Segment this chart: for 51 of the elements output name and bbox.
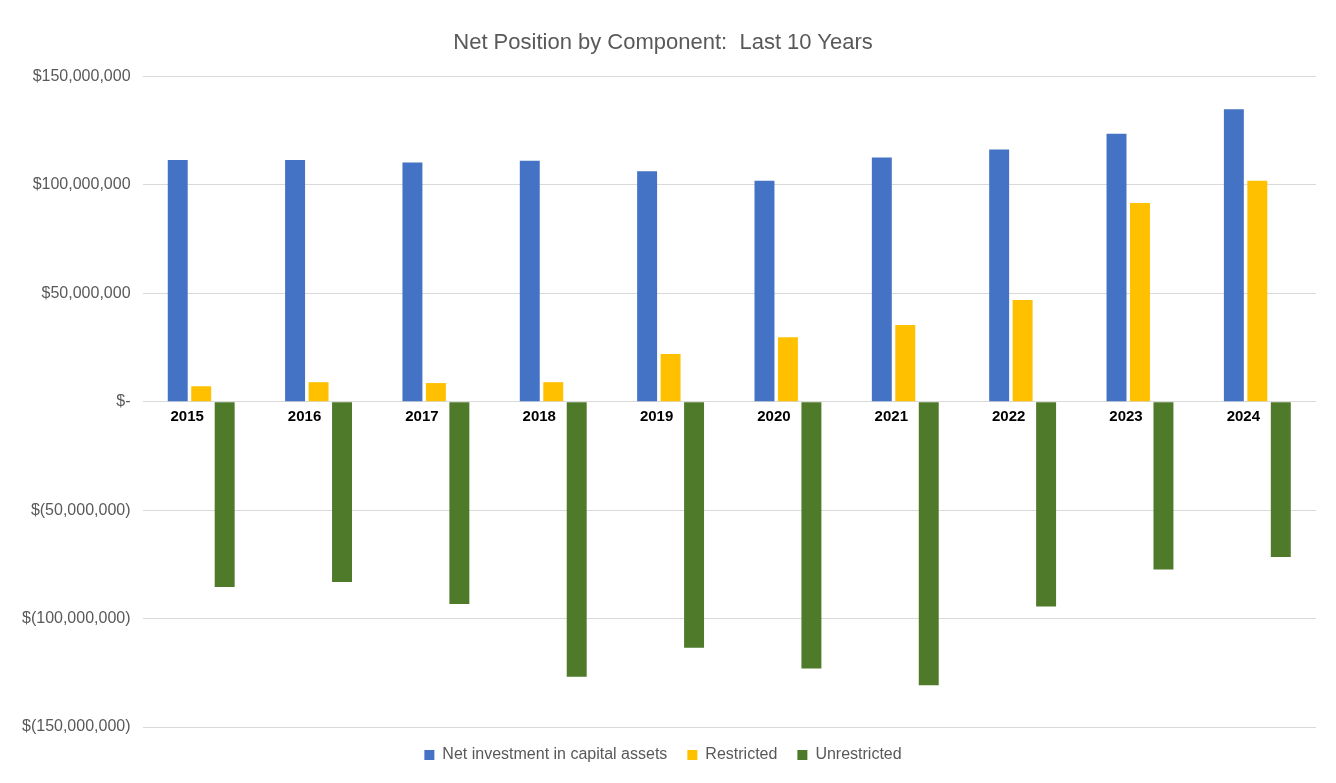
- x-tick-label: 2016: [287, 406, 322, 424]
- bar: [1247, 180, 1268, 402]
- y-tick-label: $50,000,000: [41, 283, 131, 301]
- bar: [566, 402, 587, 677]
- x-tick-label: 2024: [1226, 406, 1261, 424]
- bar: [1036, 402, 1057, 607]
- x-tick-label: 2023: [1109, 406, 1143, 424]
- bar: [1130, 203, 1150, 402]
- bar: [660, 353, 681, 402]
- y-tick-label: $100,000,000: [32, 175, 131, 193]
- x-tick-label: 2019: [639, 406, 674, 424]
- bar: [637, 171, 658, 402]
- bar: [801, 402, 822, 669]
- bar: [308, 382, 329, 402]
- bar: [1012, 299, 1033, 402]
- bar: [543, 382, 564, 402]
- bar: [519, 160, 540, 402]
- legend-label: Unrestricted: [815, 745, 902, 763]
- x-tick-label: 2018: [522, 406, 556, 424]
- bar: [777, 337, 798, 402]
- bar: [167, 159, 188, 402]
- bar: [449, 402, 470, 605]
- x-tick-label: 2020: [757, 406, 791, 424]
- bar: [191, 386, 212, 402]
- x-tick-label: 2021: [874, 406, 908, 424]
- bar: [895, 324, 916, 402]
- bar: [332, 402, 352, 582]
- bar: [918, 402, 939, 686]
- bar: [1153, 402, 1174, 570]
- bar: [1270, 402, 1291, 557]
- bar: [754, 180, 775, 402]
- bar: [684, 402, 705, 648]
- bar: [214, 402, 235, 587]
- chart-title: Net Position by Component: Last 10 Years: [453, 29, 873, 55]
- legend-label: Restricted: [705, 745, 778, 763]
- x-tick-label: 2017: [405, 406, 439, 424]
- y-tick-label: $150,000,000: [32, 66, 131, 84]
- x-tick-label: 2015: [170, 406, 204, 424]
- bar: [1106, 133, 1127, 402]
- x-tick-label: 2022: [991, 406, 1026, 424]
- legend-label: Net investment in capital assets: [442, 745, 668, 763]
- bar: [989, 149, 1010, 402]
- y-tick-label: $-: [116, 392, 131, 410]
- y-tick-label: $(50,000,000): [30, 500, 131, 518]
- bar: [1223, 109, 1244, 402]
- y-tick-label: $(100,000,000): [22, 608, 131, 626]
- bar: [402, 162, 423, 402]
- y-tick-label: $(150,000,000): [22, 717, 131, 735]
- bar: [425, 383, 446, 402]
- bar: [871, 157, 892, 402]
- bar: [285, 159, 306, 402]
